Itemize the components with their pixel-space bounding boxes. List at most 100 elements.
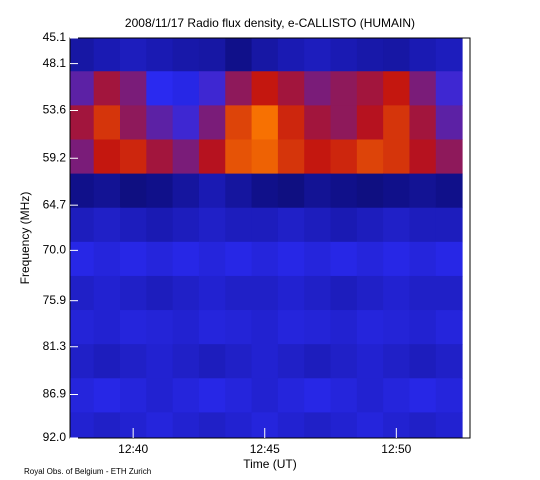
heat-cell (304, 139, 332, 175)
heat-cell (435, 173, 463, 209)
heat-cell (409, 105, 437, 140)
heat-cell (120, 71, 147, 106)
heat-cell (70, 241, 95, 277)
heat-cell (277, 105, 305, 140)
heat-cell (146, 38, 174, 72)
y-tick-label: 64.7 (43, 197, 67, 211)
heat-cell (172, 412, 200, 438)
heat-cell (70, 38, 95, 72)
heat-cell (198, 38, 226, 72)
plot-frame (69, 37, 471, 439)
heat-cell (356, 105, 384, 140)
heat-cell (330, 173, 358, 209)
heat-cell (356, 344, 384, 379)
heat-cell (356, 241, 384, 277)
heat-cell (277, 241, 305, 277)
heat-cell (277, 71, 305, 106)
heat-cell (435, 378, 463, 413)
heat-cell (304, 344, 332, 379)
heat-cell (277, 173, 305, 209)
heat-cell (330, 105, 358, 140)
heat-cell (198, 412, 226, 438)
heat-cell (383, 105, 410, 140)
heat-cell (409, 275, 437, 311)
y-tick-label: 92.0 (43, 430, 67, 444)
heat-cell (304, 173, 332, 209)
y-tick-label: 86.9 (43, 387, 67, 401)
y-tick-label: 53.6 (43, 103, 67, 117)
heat-cell (251, 105, 279, 140)
heat-cell (120, 38, 147, 72)
heat-cell (383, 139, 410, 175)
x-tick-label: 12:50 (381, 442, 411, 456)
heat-cell (225, 38, 253, 72)
heat-cell (356, 139, 384, 175)
heat-cell (304, 275, 332, 311)
heat-cell (70, 139, 95, 175)
heat-cell (383, 241, 410, 277)
heat-cell (383, 71, 410, 106)
heat-cell (93, 207, 121, 243)
heat-cell (383, 173, 410, 209)
heat-cell (70, 105, 95, 140)
heat-cell (330, 38, 358, 72)
heat-cell (435, 344, 463, 379)
heat-cell (435, 139, 463, 175)
heat-cell (70, 275, 95, 311)
y-tick-label: 59.2 (43, 150, 67, 164)
heat-cell (409, 207, 437, 243)
heat-cell (70, 310, 95, 345)
heat-cell (198, 173, 226, 209)
heat-cell (120, 241, 147, 277)
heat-cell (172, 38, 200, 72)
heat-cell (198, 71, 226, 106)
heat-cell (146, 207, 174, 243)
heat-cell (172, 310, 200, 345)
heat-cell (330, 241, 358, 277)
heat-cell (277, 275, 305, 311)
heat-cell (251, 71, 279, 106)
heat-cell (70, 344, 95, 379)
heat-cell (251, 378, 279, 413)
heat-cell (120, 344, 147, 379)
heat-cell (93, 378, 121, 413)
heat-cell (435, 71, 463, 106)
heat-cell (304, 378, 332, 413)
heat-cell (304, 412, 332, 438)
heat-cell (225, 412, 253, 438)
heat-cell (93, 310, 121, 345)
heat-cell (330, 139, 358, 175)
heat-cell (435, 105, 463, 140)
heat-cell (172, 344, 200, 379)
heat-cell (225, 310, 253, 345)
heat-cell (146, 412, 174, 438)
heat-cell (330, 378, 358, 413)
y-axis-label: Frequency (MHz) (18, 192, 32, 285)
heat-cell (435, 241, 463, 277)
heat-cell (198, 344, 226, 379)
heat-cell (304, 207, 332, 243)
heat-cell (277, 412, 305, 438)
heat-cell (435, 38, 463, 72)
heat-cell (120, 207, 147, 243)
heat-cell (251, 310, 279, 345)
heat-cell (120, 105, 147, 140)
heat-cell (251, 139, 279, 175)
heat-cell (435, 310, 463, 345)
heat-cell (409, 241, 437, 277)
heat-cell (277, 139, 305, 175)
heat-cell (120, 310, 147, 345)
heat-cell (225, 378, 253, 413)
heat-cell (409, 378, 437, 413)
heat-cell (409, 173, 437, 209)
heat-cell (330, 71, 358, 106)
heat-cell (409, 71, 437, 106)
heat-cell (93, 412, 121, 438)
heat-cell (93, 275, 121, 311)
heat-cell (383, 207, 410, 243)
heat-cell (146, 378, 174, 413)
y-tick-label: 81.3 (43, 339, 67, 353)
heat-cell (225, 105, 253, 140)
heat-cell (304, 310, 332, 345)
heat-cell (409, 344, 437, 379)
